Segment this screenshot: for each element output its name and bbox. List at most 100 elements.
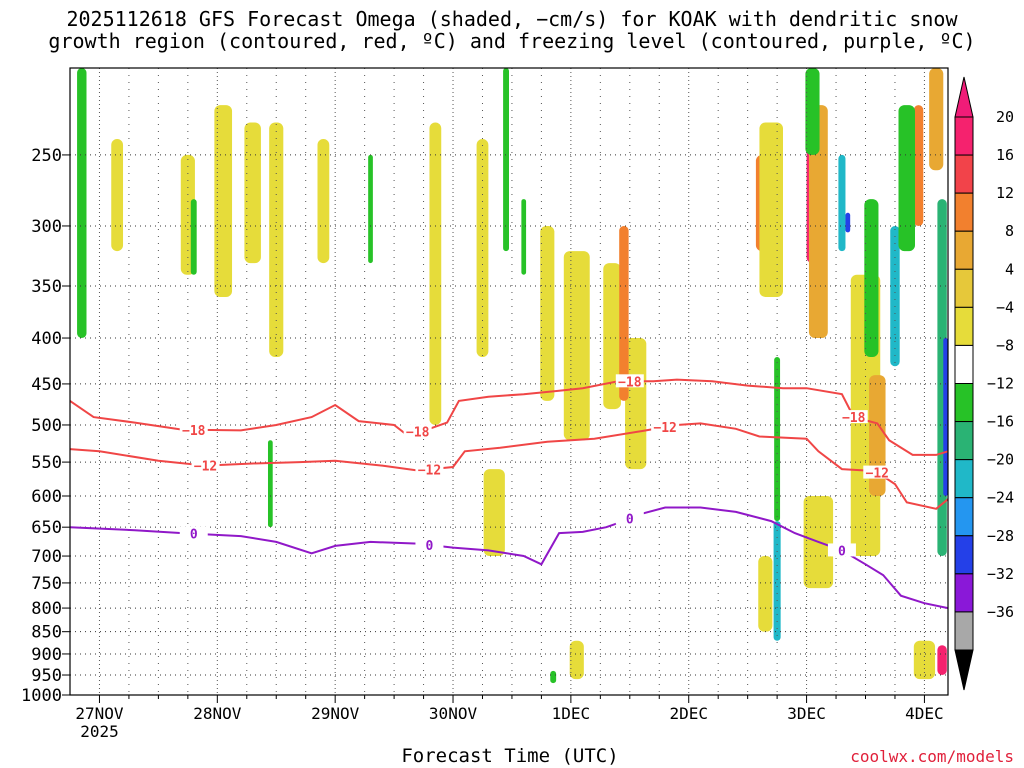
omega-cell — [625, 338, 647, 470]
y-tick-label: 700 — [31, 547, 62, 567]
x-tick-label: 4DEC — [905, 704, 944, 723]
x-axis-label: Forecast Time (UTC) — [401, 745, 619, 767]
omega-cell — [943, 338, 948, 496]
omega-cell — [603, 263, 621, 410]
colorbar-top-arrow — [954, 76, 974, 118]
colorbar-swatch — [954, 611, 974, 651]
colorbar-label: 4 — [1005, 260, 1014, 278]
omega-cell — [890, 225, 900, 367]
credit-text: coolwx.com/models — [850, 747, 1014, 766]
contour-minus12-label-bg — [415, 462, 444, 476]
omega-cell — [758, 556, 773, 632]
y-tick-label: 400 — [31, 329, 62, 349]
colorbar-label: −12 — [987, 375, 1014, 393]
y-tick-label: 950 — [31, 666, 62, 686]
chart-title-line2: growth region (contoured, red, ºC) and f… — [48, 29, 976, 53]
omega-cell — [864, 199, 879, 358]
omega-cell — [111, 139, 124, 252]
colorbar-swatch — [954, 497, 974, 537]
x-tick-label: 27NOV — [75, 704, 124, 723]
colorbar-label: −20 — [987, 451, 1014, 469]
freezing-level-contour-label: 0 — [190, 528, 198, 543]
contour-minus18-label-bg — [179, 422, 208, 436]
y-tick-label: 550 — [31, 453, 62, 473]
omega-cell — [476, 139, 489, 358]
contour-minus12-label-bg — [863, 465, 892, 479]
contour-minus12-label: −12 — [418, 463, 441, 478]
contour-minus18-label-bg — [403, 424, 432, 438]
colorbar-label: 8 — [1005, 222, 1014, 240]
x-tick-label: 3DEC — [787, 704, 826, 723]
omega-cell — [569, 640, 584, 680]
omega-cell — [929, 68, 944, 171]
omega-cell — [503, 68, 509, 252]
y-tick-label: 250 — [31, 146, 62, 166]
freezing-level-contour-label-bg — [415, 537, 444, 551]
colorbar-label: 12 — [996, 184, 1014, 202]
omega-cell — [759, 122, 784, 297]
colorbar-label: −4 — [996, 298, 1014, 316]
contour-minus18-label: −18 — [618, 375, 642, 390]
colorbar-label: −24 — [987, 489, 1014, 507]
omega-shading — [77, 68, 948, 684]
omega-cell — [317, 139, 330, 264]
omega-cell — [521, 199, 527, 275]
freezing-level-contour-label: 0 — [626, 513, 634, 528]
x-tick-label: 28NOV — [193, 704, 242, 723]
colorbar-bottom-arrow — [954, 649, 974, 691]
omega-cell — [937, 645, 947, 676]
omega-cell — [540, 225, 555, 401]
plot-frame — [69, 67, 949, 696]
omega-cell — [563, 251, 590, 441]
colorbar-swatch — [954, 344, 974, 384]
contour-minus12-label-bg — [191, 458, 220, 472]
colorbar: 20 16 12 8 4 −4 −8 −12 −16 −20 −24 −28 −32 −36 — [954, 76, 1014, 691]
freezing-level-contour-label: 0 — [426, 539, 434, 554]
y-tick-label: 300 — [31, 217, 62, 237]
chart-title: 2025112618 GFS Forecast Omega (shaded, −… — [0, 8, 1024, 52]
omega-cell — [898, 105, 916, 252]
y-tick-label: 750 — [31, 574, 62, 594]
omega-cell — [368, 154, 373, 264]
colorbar-swatch — [954, 116, 974, 156]
colorbar-label: −36 — [987, 603, 1014, 621]
grid — [70, 68, 948, 696]
x-tick-label: 2DEC — [669, 704, 708, 723]
omega-cell — [77, 68, 87, 339]
x-tick-label: 29NOV — [311, 704, 360, 723]
contour-minus12-label: −12 — [866, 467, 889, 482]
omega-cell — [913, 640, 936, 680]
chart-title-line1: 2025112618 GFS Forecast Omega (shaded, −… — [66, 7, 958, 31]
contour-minus12-label: −12 — [194, 460, 217, 475]
freezing-level-contour-label: 0 — [838, 544, 846, 559]
colorbar-swatch — [954, 306, 974, 346]
y-tick-label: 450 — [31, 375, 62, 395]
colorbar-swatch — [954, 573, 974, 613]
colorbar-label: 16 — [996, 146, 1014, 164]
y-tick-label: 650 — [31, 518, 62, 538]
colorbar-label: −16 — [987, 413, 1014, 431]
y-tick-label: 1000 — [21, 686, 62, 706]
colorbar-swatch — [954, 268, 974, 308]
omega-cell — [619, 225, 629, 401]
x-tick-sublabel: 2025 — [80, 722, 119, 741]
contour-minus18-label: −18 — [182, 424, 206, 439]
omega-cell — [913, 105, 924, 226]
contour-minus18-label: −18 — [406, 426, 430, 441]
colorbar-swatch — [954, 459, 974, 499]
colorbar-label: −32 — [987, 565, 1014, 583]
colorbar-swatch — [954, 230, 974, 270]
colorbar-swatch — [954, 383, 974, 423]
contour-minus12-label: −12 — [653, 421, 676, 436]
y-tick-label: 600 — [31, 487, 62, 507]
omega-cell — [214, 105, 233, 297]
omega-cell — [429, 122, 442, 425]
omega-cell — [805, 68, 820, 155]
omega-cell — [773, 521, 781, 641]
contour-minus12-label-bg — [651, 420, 680, 434]
omega-cell — [845, 212, 851, 233]
colorbar-label: −28 — [987, 527, 1014, 545]
x-tick-label: 1DEC — [552, 704, 591, 723]
contour-minus18-label-bg — [839, 410, 868, 424]
colorbar-label: −8 — [996, 336, 1014, 354]
